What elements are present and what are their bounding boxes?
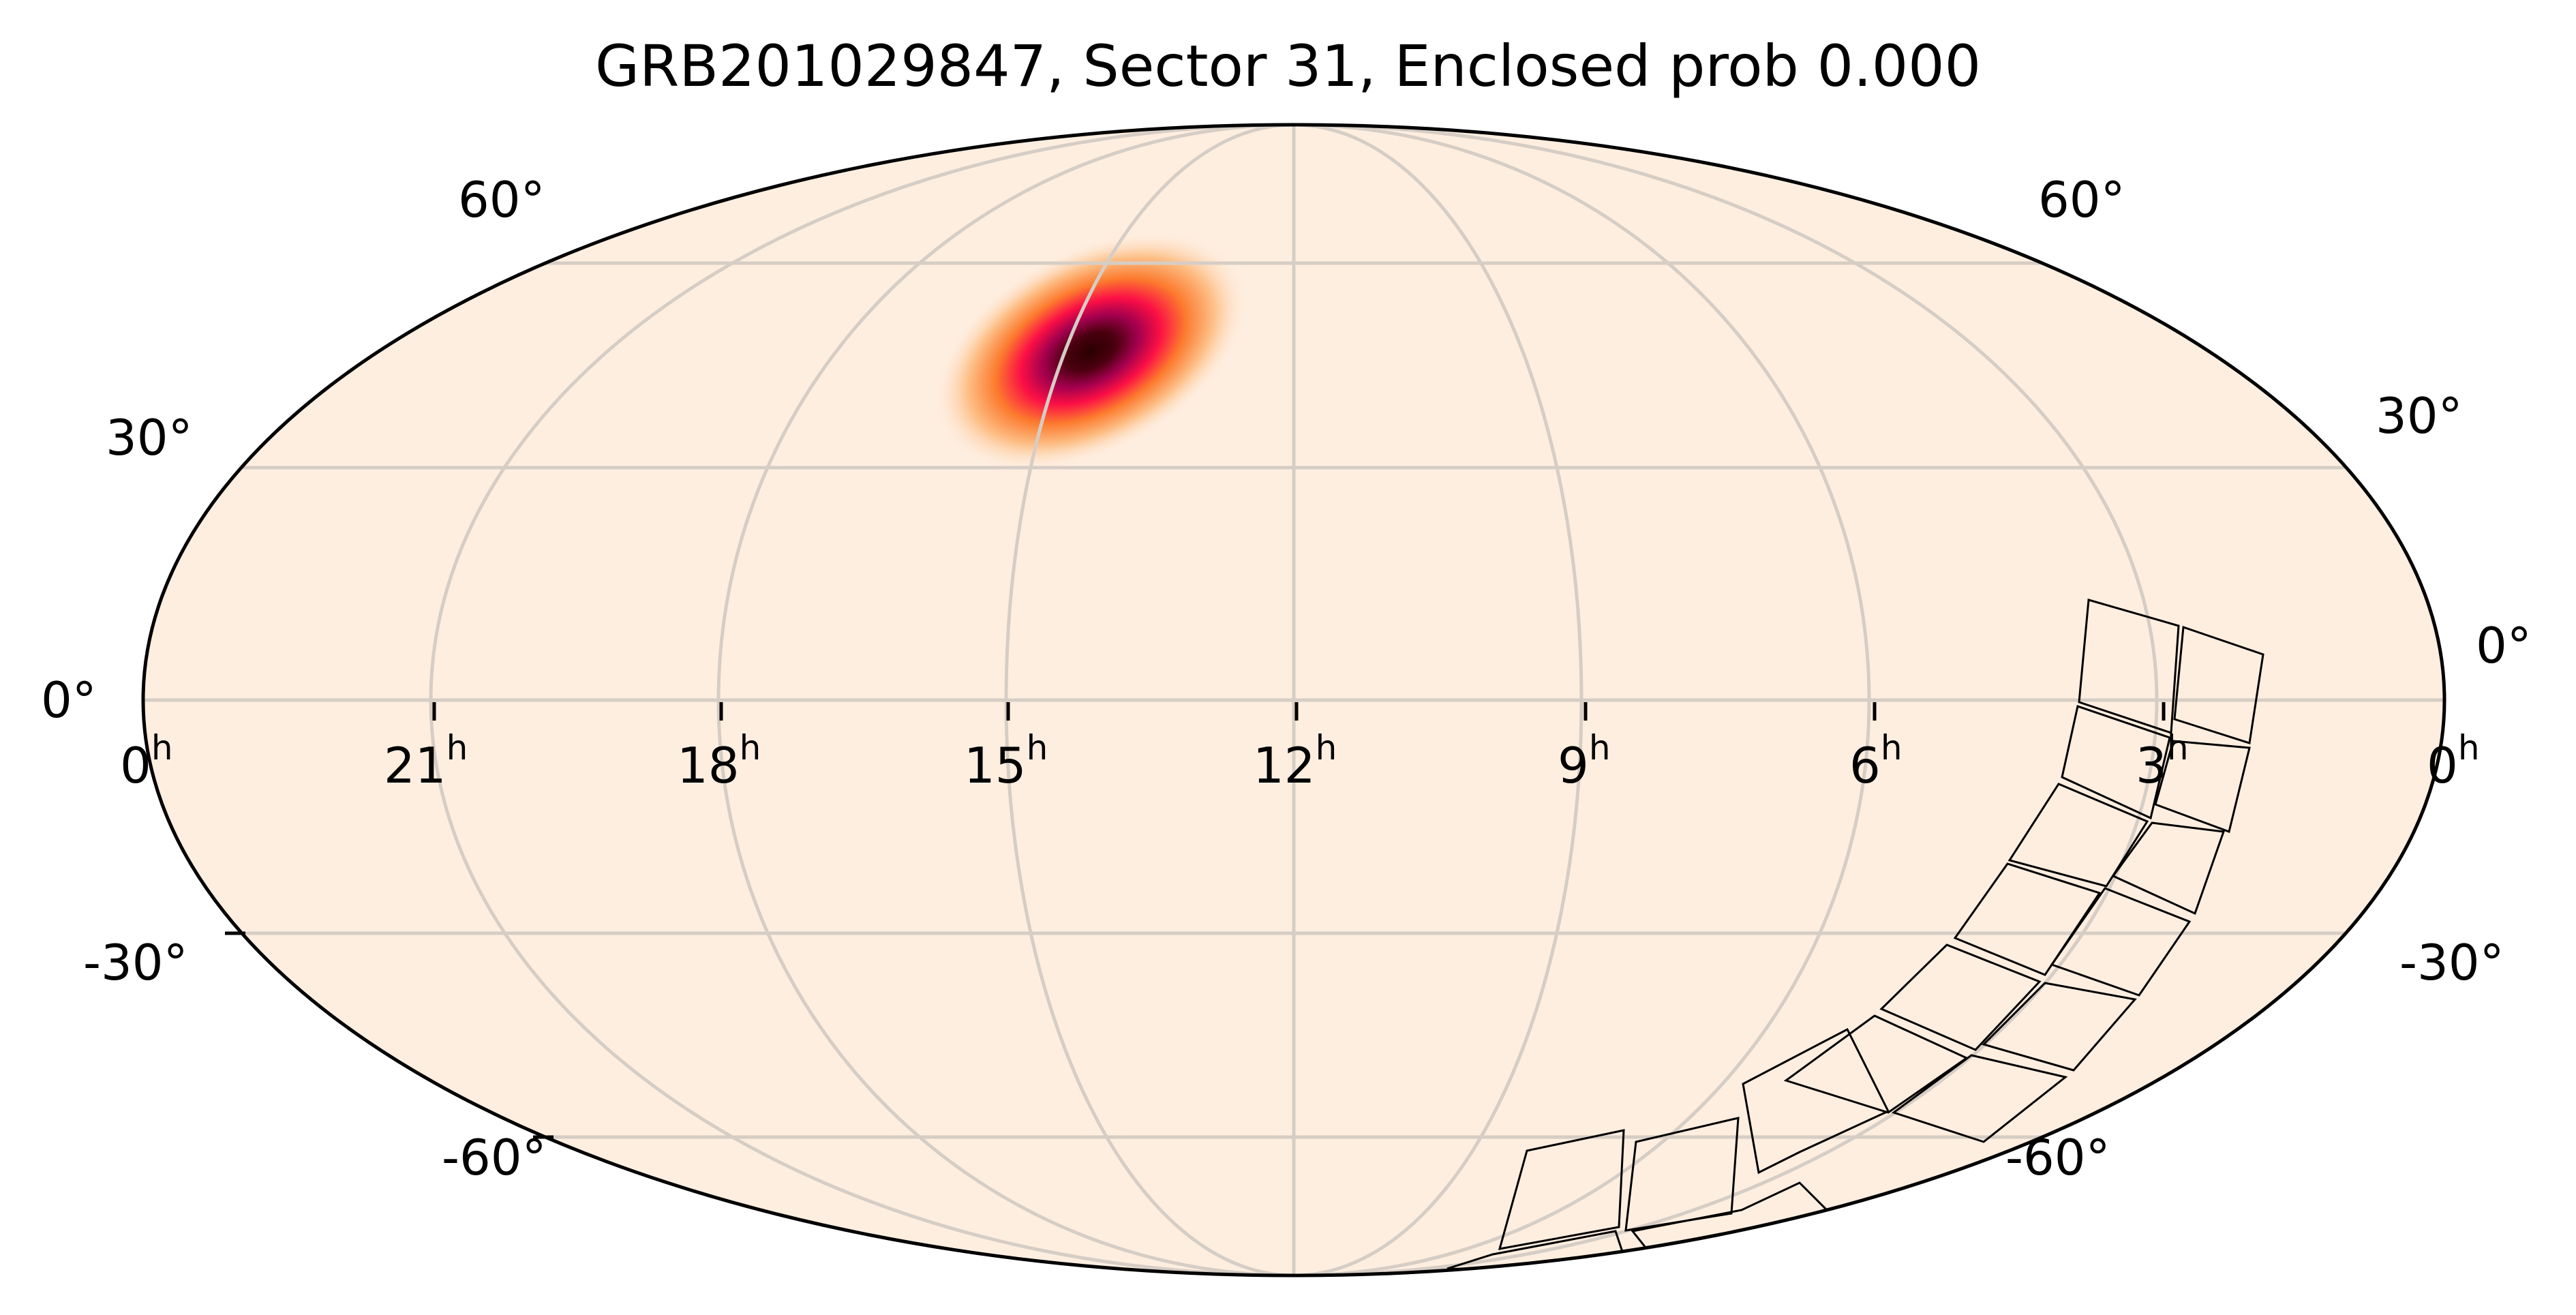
dec-label-right-30: 30°	[2376, 387, 2463, 444]
dec-labels-left: 60° 30° 0° -30° -60°	[41, 171, 547, 1186]
ra-label-9h: 9h	[1558, 728, 1611, 794]
probability-heatmap	[933, 230, 1249, 472]
ra-label-18h: 18h	[677, 728, 761, 794]
dec-label-left-0: 0°	[41, 671, 97, 729]
ra-label-0h-right: 0h	[2427, 728, 2480, 794]
dec-label-left-60: 60°	[458, 171, 545, 228]
dec-label-left-30: 30°	[106, 409, 193, 466]
tess-footprint	[1446, 599, 2264, 1273]
dec-label-right-minus30: -30°	[2399, 934, 2504, 991]
ra-label-3h: 3h	[2136, 728, 2189, 794]
ra-label-0h-left: 0h	[120, 728, 173, 794]
ra-label-15h: 15h	[964, 728, 1048, 794]
ra-label-12h: 12h	[1253, 728, 1337, 794]
dec-label-left-minus60: -60°	[442, 1129, 547, 1186]
dec-label-right-0: 0°	[2476, 617, 2532, 674]
dec-label-right-60: 60°	[2038, 171, 2125, 228]
chart-title: GRB201029847, Sector 31, Enclosed prob 0…	[594, 33, 1982, 100]
ra-labels: 0h 21h 18h 15h 12h 9h 6h 3h 0h	[120, 728, 2480, 794]
dec-label-left-minus30: -30°	[83, 934, 188, 991]
ra-label-21h: 21h	[384, 728, 468, 794]
dec-labels-right: 60° 30° 0° -30° -60°	[2005, 171, 2532, 1186]
ra-label-6h: 6h	[1849, 728, 1903, 794]
dec-ticks	[225, 931, 554, 1139]
ra-ticks	[432, 702, 2166, 721]
dec-label-right-minus60: -60°	[2005, 1129, 2110, 1186]
sky-boundary	[141, 123, 2446, 1278]
